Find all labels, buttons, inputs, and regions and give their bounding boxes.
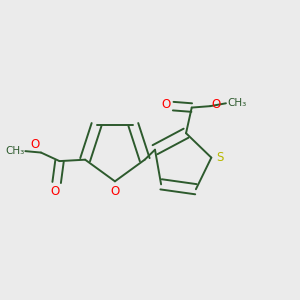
Text: S: S <box>216 151 224 164</box>
Text: O: O <box>110 185 120 198</box>
Text: CH₃: CH₃ <box>227 98 246 108</box>
Text: O: O <box>161 98 170 111</box>
Text: O: O <box>212 98 221 111</box>
Text: CH₃: CH₃ <box>5 146 24 156</box>
Text: O: O <box>30 138 40 151</box>
Text: O: O <box>51 185 60 198</box>
